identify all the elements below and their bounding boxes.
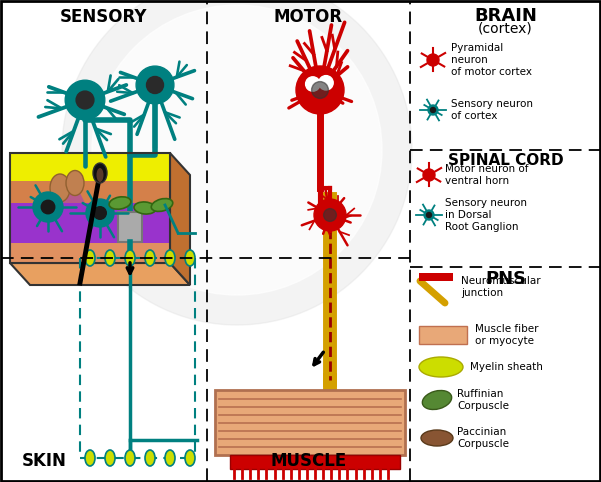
Circle shape [319,76,333,90]
Ellipse shape [50,174,70,202]
Bar [419,273,453,281]
Ellipse shape [125,250,135,266]
Circle shape [424,210,434,220]
Polygon shape [40,193,90,228]
Bar [10,153,170,181]
Circle shape [41,200,55,214]
Text: SKIN: SKIN [22,452,67,470]
Text: PNS: PNS [485,270,526,288]
Ellipse shape [151,199,172,212]
Ellipse shape [105,450,115,466]
Ellipse shape [185,450,195,466]
Circle shape [423,169,435,181]
Text: Sensory neuron
of cortex: Sensory neuron of cortex [451,99,533,121]
Ellipse shape [66,171,84,196]
Ellipse shape [185,250,195,266]
Bar [10,243,170,263]
Ellipse shape [93,163,107,183]
Ellipse shape [85,250,95,266]
Circle shape [314,199,346,231]
Ellipse shape [105,250,115,266]
Text: Pyramidal
neuron
of motor cortex: Pyramidal neuron of motor cortex [451,43,532,77]
Text: (cortex): (cortex) [478,22,533,36]
Text: Muscle fiber
or myocyte: Muscle fiber or myocyte [475,324,538,346]
Text: Motor neuron of
ventral horn: Motor neuron of ventral horn [445,164,528,186]
Bar [10,203,170,243]
Text: Sensory neuron
in Dorsal
Root Ganglion: Sensory neuron in Dorsal Root Ganglion [445,199,527,231]
Bar [10,153,170,263]
Circle shape [147,77,163,94]
Circle shape [427,213,432,217]
Text: Myelin sheath: Myelin sheath [470,362,543,372]
Text: Paccinian
Corpuscle: Paccinian Corpuscle [457,427,509,449]
Bar [419,326,467,344]
Circle shape [86,199,114,227]
Text: Ruffinian
Corpuscle: Ruffinian Corpuscle [457,389,509,411]
Text: SENSORY: SENSORY [59,8,147,26]
Circle shape [33,192,63,222]
Circle shape [311,81,328,98]
Bar [215,390,405,455]
Circle shape [94,207,106,219]
Circle shape [296,66,344,114]
Circle shape [92,5,382,295]
Ellipse shape [145,450,155,466]
Polygon shape [170,153,190,285]
Ellipse shape [134,202,156,214]
Ellipse shape [165,250,175,266]
Ellipse shape [109,197,131,209]
Bar [230,455,400,469]
Bar [118,212,142,242]
Ellipse shape [145,250,155,266]
Circle shape [427,54,439,66]
Ellipse shape [419,357,463,377]
Circle shape [305,77,320,91]
Polygon shape [10,263,190,285]
Circle shape [430,107,436,112]
Text: MUSCLE: MUSCLE [270,452,347,470]
Text: MOTOR: MOTOR [274,8,343,26]
Ellipse shape [125,450,135,466]
Ellipse shape [165,450,175,466]
Ellipse shape [97,168,103,182]
Ellipse shape [421,430,453,446]
Circle shape [136,66,174,104]
Ellipse shape [423,390,452,410]
Bar [10,181,170,208]
Text: Neuromuscular
junction: Neuromuscular junction [461,276,541,298]
Text: BRAIN: BRAIN [474,7,537,25]
Circle shape [65,80,105,120]
Circle shape [62,0,412,325]
Circle shape [428,105,438,115]
Ellipse shape [85,450,95,466]
Circle shape [323,209,337,221]
Circle shape [76,91,94,109]
Text: SPINAL CORD: SPINAL CORD [448,153,563,168]
